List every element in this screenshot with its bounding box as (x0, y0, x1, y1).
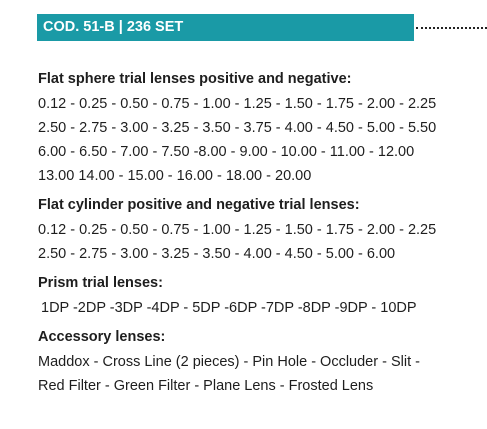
sphere-values-line: 13.00 14.00 - 15.00 - 16.00 - 18.00 - 20… (38, 168, 312, 184)
prism-values-line: 1DP -2DP -3DP -4DP - 5DP -6DP -7DP -8DP … (41, 300, 417, 316)
accessory-lenses-title: Accessory lenses: (38, 329, 166, 345)
prism-lenses-title: Prism trial lenses: (38, 275, 163, 291)
prism-lenses-section: Prism trial lenses: 1DP -2DP -3DP -4DP -… (38, 274, 478, 320)
sphere-lenses-title: Flat sphere trial lenses positive and ne… (38, 71, 352, 87)
cylinder-lenses-section: Flat cylinder positive and negative tria… (38, 196, 478, 266)
accessory-values-line: Red Filter - Green Filter - Plane Lens -… (38, 378, 374, 394)
cylinder-values-line: 2.50 - 2.75 - 3.00 - 3.25 - 3.50 - 4.00 … (38, 246, 396, 262)
sphere-values-line: 6.00 - 6.50 - 7.00 - 7.50 -8.00 - 9.00 -… (38, 144, 415, 160)
cylinder-values-line: 0.12 - 0.25 - 0.50 - 0.75 - 1.00 - 1.25 … (38, 222, 437, 238)
sphere-values-line: 2.50 - 2.75 - 3.00 - 3.25 - 3.50 - 3.75 … (38, 120, 437, 136)
cylinder-lenses-title: Flat cylinder positive and negative tria… (38, 197, 360, 213)
product-code-banner: COD. 51-B | 236 SET (37, 14, 414, 41)
accessory-lenses-section: Accessory lenses: Maddox - Cross Line (2… (38, 328, 478, 398)
accessory-values-line: Maddox - Cross Line (2 pieces) - Pin Hol… (38, 354, 420, 370)
sphere-lenses-section: Flat sphere trial lenses positive and ne… (38, 70, 478, 188)
dotted-leader-line (416, 27, 487, 29)
specification-list: Flat sphere trial lenses positive and ne… (38, 70, 478, 406)
sphere-values-line: 0.12 - 0.25 - 0.50 - 0.75 - 1.00 - 1.25 … (38, 96, 437, 112)
product-header: COD. 51-B | 236 SET (37, 14, 487, 41)
